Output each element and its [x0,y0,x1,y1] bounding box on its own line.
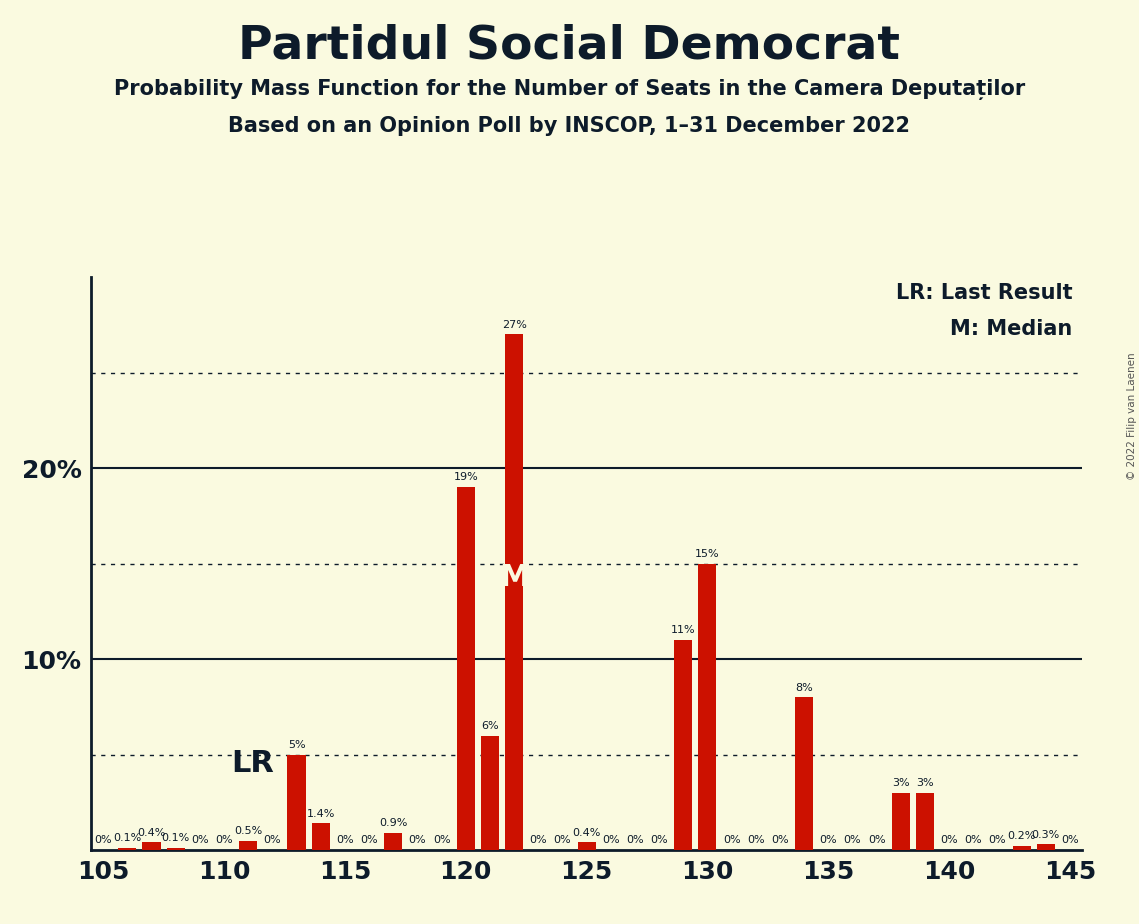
Text: 0%: 0% [360,835,378,845]
Text: 0%: 0% [336,835,354,845]
Text: 0%: 0% [723,835,740,845]
Bar [892,793,910,850]
Text: © 2022 Filip van Laenen: © 2022 Filip van Laenen [1126,352,1137,480]
Text: 19%: 19% [453,472,478,482]
Text: 0%: 0% [530,835,547,845]
Bar [287,755,305,850]
Text: 1.4%: 1.4% [306,808,335,819]
Text: 0%: 0% [263,835,281,845]
Bar [1036,845,1055,850]
Text: 0%: 0% [868,835,885,845]
Bar [1013,846,1031,850]
Text: 0.4%: 0.4% [138,828,166,838]
Text: 0%: 0% [650,835,667,845]
Bar [312,823,330,850]
Bar [795,698,813,850]
Text: Probability Mass Function for the Number of Seats in the Camera Deputaților: Probability Mass Function for the Number… [114,79,1025,100]
Bar [505,334,523,850]
Bar [239,841,257,850]
Text: 0%: 0% [626,835,644,845]
Text: Based on an Opinion Poll by INSCOP, 1–31 December 2022: Based on an Opinion Poll by INSCOP, 1–31… [229,116,910,136]
Bar [142,843,161,850]
Text: 5%: 5% [288,740,305,750]
Text: 0.4%: 0.4% [573,828,600,838]
Bar [384,833,402,850]
Text: 8%: 8% [795,683,813,693]
Text: 0%: 0% [989,835,1006,845]
Text: 0%: 0% [941,835,958,845]
Bar [577,843,596,850]
Text: LR: Last Result
M: Median: LR: Last Result M: Median [895,283,1072,339]
Text: 0%: 0% [844,835,861,845]
Text: 0%: 0% [409,835,426,845]
Text: 0.9%: 0.9% [379,818,408,828]
Text: 0%: 0% [554,835,572,845]
Text: 0%: 0% [433,835,450,845]
Text: 0.3%: 0.3% [1032,830,1060,840]
Text: 11%: 11% [671,626,696,636]
Text: 3%: 3% [916,778,934,788]
Bar [118,848,137,850]
Bar [674,640,693,850]
Text: 0%: 0% [819,835,837,845]
Text: 0%: 0% [601,835,620,845]
Bar [457,487,475,850]
Text: 0%: 0% [191,835,208,845]
Text: 6%: 6% [481,721,499,731]
Text: 3%: 3% [892,778,910,788]
Text: M: M [499,564,530,592]
Text: 0%: 0% [747,835,764,845]
Text: 0%: 0% [215,835,232,845]
Bar [698,564,716,850]
Text: 0%: 0% [965,835,982,845]
Bar [166,848,185,850]
Text: LR: LR [231,748,274,777]
Text: 0.5%: 0.5% [235,826,262,835]
Text: 0%: 0% [1062,835,1079,845]
Text: 0.1%: 0.1% [113,833,141,844]
Text: 0%: 0% [771,835,788,845]
Bar [481,736,499,850]
Text: Partidul Social Democrat: Partidul Social Democrat [238,23,901,68]
Text: 27%: 27% [501,320,526,330]
Text: 0%: 0% [95,835,112,845]
Text: 0.2%: 0.2% [1007,832,1035,842]
Text: 15%: 15% [695,549,720,559]
Bar [916,793,934,850]
Text: 0.1%: 0.1% [162,833,190,844]
